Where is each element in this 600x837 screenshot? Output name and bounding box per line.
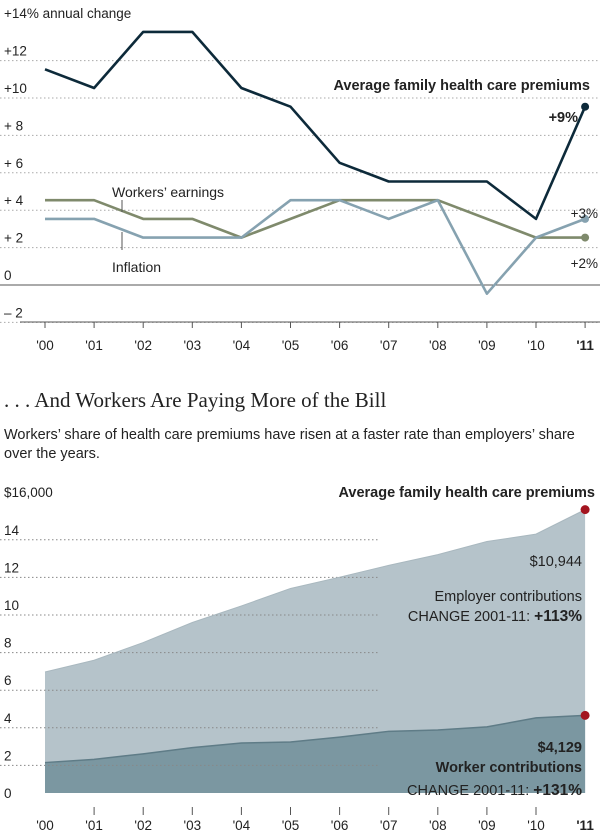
y-tick-label: 10 <box>4 598 19 613</box>
x-tick-label: '00 <box>36 818 54 833</box>
y-tick-label: 8 <box>4 636 12 651</box>
x-tick-label: '10 <box>527 818 545 833</box>
employer-amount-label: $10,944 <box>530 554 582 570</box>
x-tick-label: '04 <box>233 338 251 353</box>
y-tick-label: 0 <box>4 268 12 283</box>
series-line <box>44 30 587 221</box>
employer-label: Employer contributions <box>435 589 583 605</box>
employer-change-label: CHANGE 2001-11: +113% <box>408 608 582 625</box>
annual-change-line-chart: +14% annual change +12 +10 + 8 + 6 + 4 + 2 0 – 2… <box>0 6 600 353</box>
x-tick-label: '05 <box>282 818 300 833</box>
x-tick-label: '08 <box>429 818 447 833</box>
worker-top-line <box>44 714 586 764</box>
y-tick-label: + 4 <box>4 193 24 208</box>
series-label-inflation: Inflation <box>112 259 161 275</box>
x-tick-label: '06 <box>331 818 349 833</box>
y-tick-label: + 2 <box>4 231 23 246</box>
series-end-label-inflation: +3% <box>571 206 598 221</box>
series-line <box>45 198 586 239</box>
series-label-earnings: Workers’ earnings <box>112 184 224 200</box>
y-tick-label: 0 <box>4 786 12 801</box>
x-tick-label: '02 <box>134 338 152 353</box>
x-tick-label: '06 <box>331 338 349 353</box>
series-line <box>45 198 586 296</box>
x-tick-label: '07 <box>380 818 398 833</box>
x-tick-label: '05 <box>282 338 300 353</box>
y-tick-label: +10 <box>4 81 27 96</box>
y-tick-label: + 8 <box>4 118 23 133</box>
x-tick-label: '08 <box>429 338 447 353</box>
series-end-label-earnings: +2% <box>571 256 598 271</box>
x-tick-label: '07 <box>380 338 398 353</box>
section-subhead: Workers’ share of health care premiums h… <box>4 427 575 462</box>
y-tick-label: + 6 <box>4 156 23 171</box>
worker-change-label: CHANGE 2001-11: +131% <box>407 782 582 799</box>
section-headline: . . . And Workers Are Paying More of the… <box>4 388 387 412</box>
series-end-dot <box>581 102 590 111</box>
x-tick-label: '00 <box>36 338 54 353</box>
y-axis-label: +14% annual change <box>4 6 131 21</box>
series-end-dot <box>581 233 590 242</box>
x-tick-label: '01 <box>85 338 103 353</box>
y-tick-label: 4 <box>4 711 12 726</box>
y-tick-label: 14 <box>4 523 20 538</box>
premiums-top-line <box>44 509 586 673</box>
x-tick-label: '03 <box>184 338 202 353</box>
series-end-dot <box>581 214 590 223</box>
x-tick-label: '02 <box>134 818 152 833</box>
series-label-premiums: Average family health care premiums <box>338 485 595 501</box>
y-tick-label: $16,000 <box>4 485 53 500</box>
worker-end-dot <box>580 710 590 720</box>
series-label-premiums: Average family health care premiums <box>333 78 590 94</box>
worker-area <box>45 715 586 793</box>
y-tick-label: 2 <box>4 748 12 763</box>
x-tick-label: '11 <box>576 818 594 833</box>
worker-amount-label: $4,129 <box>538 740 582 756</box>
x-tick-label: '03 <box>184 818 202 833</box>
y-tick-label: 6 <box>4 673 12 688</box>
premiums-end-dot <box>580 505 590 515</box>
worker-label: Worker contributions <box>436 760 582 776</box>
premiums-area-chart: $16,000 14 12 10 8 6 4 2 0 '00 '01 '02 '03 '04 '05 '06 '… <box>0 485 595 833</box>
y-tick-label: 12 <box>4 560 19 575</box>
x-tick-label: '01 <box>85 818 103 833</box>
y-tick-label: – 2 <box>4 305 23 320</box>
series-end-label-premiums: +9% <box>549 110 579 126</box>
employer-area <box>45 509 586 793</box>
x-tick-label: '04 <box>233 818 251 833</box>
y-tick-label: +12 <box>4 44 27 59</box>
x-tick-label: '09 <box>478 338 496 353</box>
x-tick-label: '10 <box>527 338 545 353</box>
x-tick-label: '11 <box>576 338 594 353</box>
x-tick-label: '09 <box>478 818 496 833</box>
